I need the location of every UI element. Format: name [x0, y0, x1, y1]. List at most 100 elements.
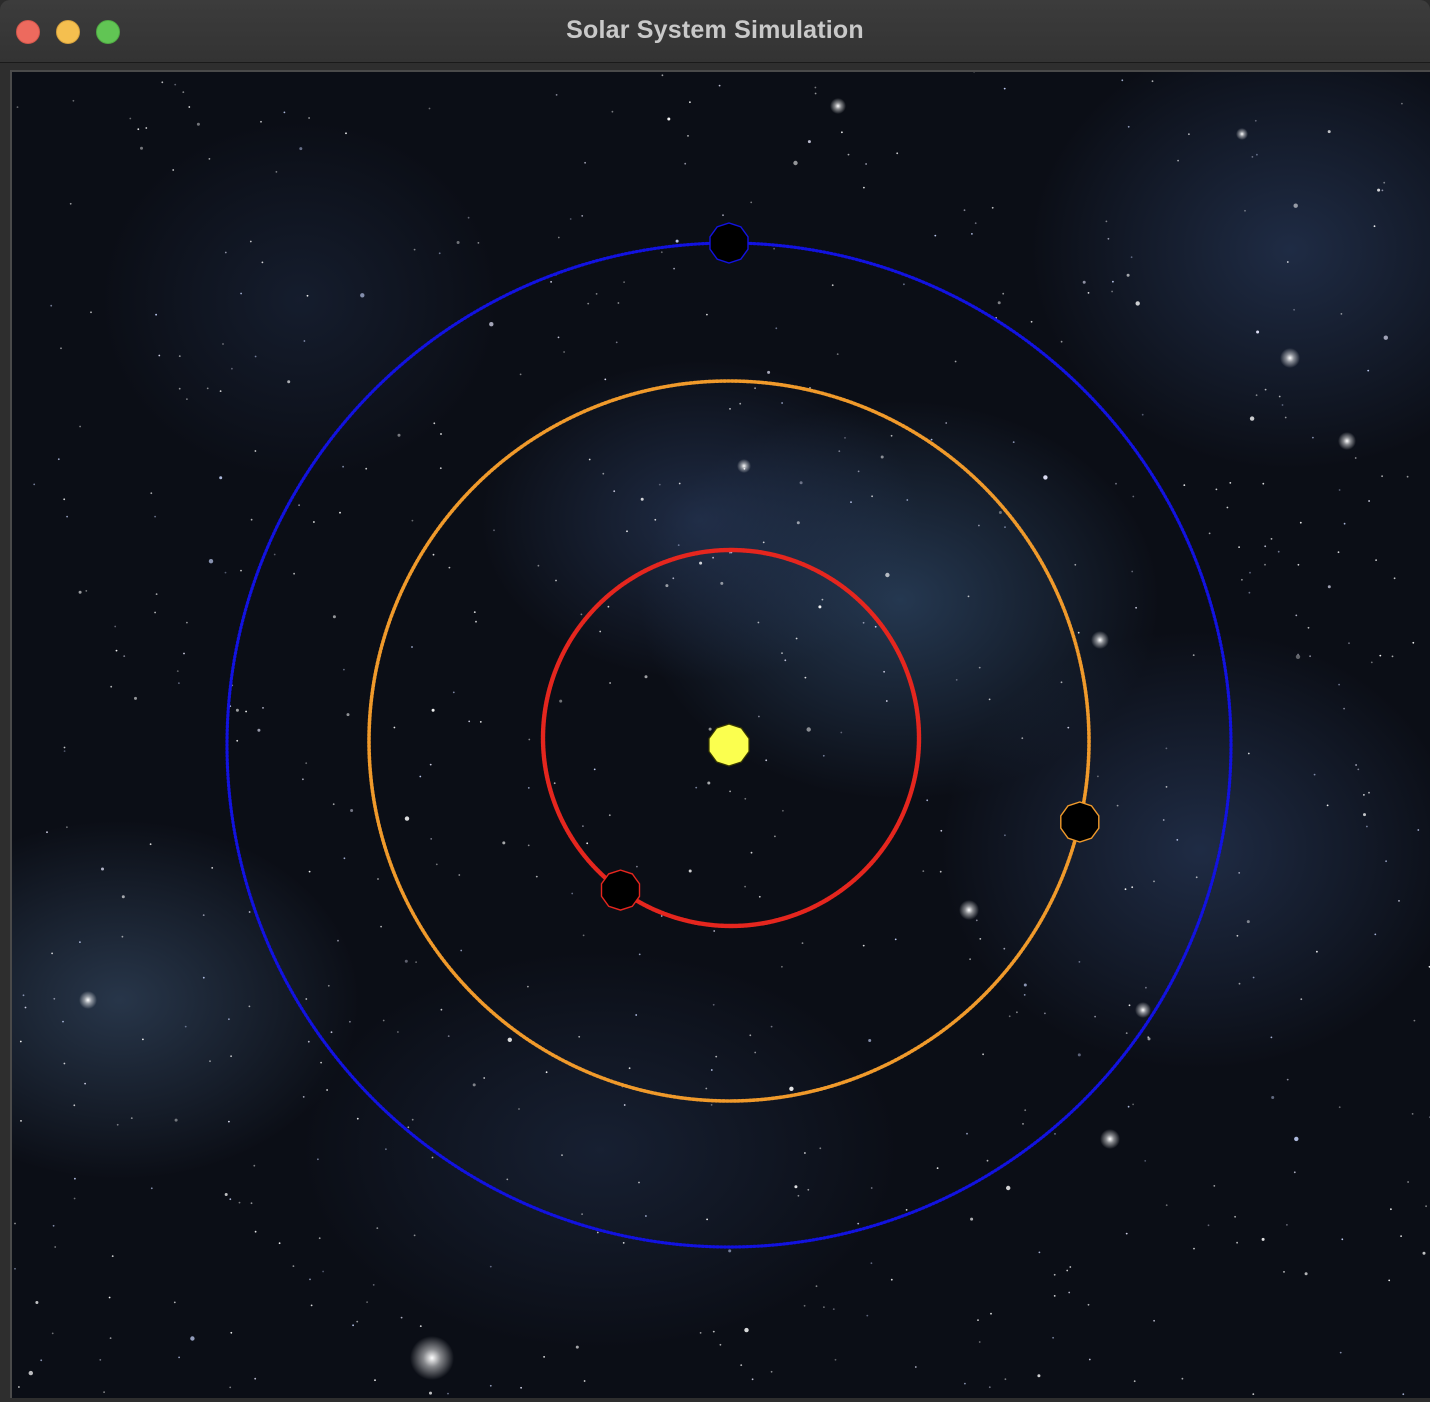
title-bar[interactable]: Solar System Simulation	[0, 0, 1430, 63]
star	[1238, 546, 1240, 548]
star	[1193, 1247, 1195, 1250]
star	[739, 402, 742, 405]
star	[1368, 500, 1370, 502]
star	[365, 467, 368, 470]
star	[986, 1159, 989, 1162]
star	[352, 1324, 354, 1327]
star	[103, 1391, 105, 1393]
star	[99, 1359, 102, 1361]
star	[607, 605, 610, 608]
star	[1131, 886, 1134, 889]
star	[66, 515, 68, 518]
star	[545, 1071, 548, 1074]
star	[1383, 181, 1386, 184]
star	[857, 1222, 860, 1225]
star	[261, 261, 264, 264]
star	[1111, 290, 1113, 293]
planet-inner[interactable]	[600, 869, 641, 911]
star	[758, 715, 760, 718]
star	[430, 838, 433, 840]
star	[1003, 87, 1006, 90]
star	[273, 553, 276, 556]
star	[475, 620, 477, 623]
star	[240, 292, 243, 295]
star	[224, 571, 227, 574]
star	[821, 598, 824, 601]
planet-middle[interactable]	[1060, 801, 1100, 843]
star	[440, 433, 442, 435]
star	[804, 676, 807, 679]
star	[360, 293, 365, 298]
star	[1262, 482, 1265, 485]
star	[1132, 1103, 1134, 1106]
star	[675, 239, 679, 243]
star	[19, 1040, 22, 1043]
star	[1385, 860, 1387, 863]
star	[750, 851, 753, 854]
star	[472, 1083, 476, 1087]
star	[894, 938, 897, 941]
star	[863, 186, 865, 189]
star	[1293, 308, 1295, 311]
star	[72, 99, 75, 102]
close-button[interactable]	[16, 20, 40, 44]
star	[1252, 976, 1255, 979]
star	[57, 458, 60, 461]
sun[interactable]	[708, 723, 750, 767]
star	[230, 1055, 233, 1058]
star	[1374, 933, 1377, 936]
star	[550, 281, 552, 283]
star	[1082, 280, 1086, 284]
star	[413, 1234, 416, 1237]
bright-star	[1100, 1129, 1120, 1149]
star	[954, 360, 957, 363]
star	[317, 1158, 319, 1161]
star	[320, 1061, 322, 1064]
star	[569, 218, 572, 220]
star	[751, 1378, 754, 1381]
star	[710, 1069, 713, 1071]
star	[343, 857, 346, 860]
bright-star	[737, 459, 751, 473]
star	[1177, 159, 1179, 162]
star	[236, 739, 239, 742]
bright-star	[1091, 631, 1109, 649]
star	[111, 1255, 114, 1257]
star	[1307, 626, 1310, 629]
star	[1255, 394, 1258, 397]
star	[1400, 1235, 1402, 1237]
maximize-button[interactable]	[96, 20, 120, 44]
star	[66, 826, 68, 829]
star	[797, 1194, 800, 1197]
star	[795, 637, 798, 640]
star	[715, 1055, 718, 1058]
star	[309, 1278, 311, 1281]
star	[35, 1301, 39, 1304]
star	[699, 561, 703, 565]
star	[1304, 1272, 1308, 1276]
star	[781, 965, 783, 968]
simulation-canvas[interactable]	[10, 70, 1430, 1398]
star	[1141, 413, 1144, 416]
star	[18, 1386, 20, 1388]
star	[1401, 102, 1403, 105]
star	[109, 1337, 112, 1339]
planet-outer[interactable]	[709, 222, 749, 264]
star	[435, 863, 438, 866]
star	[744, 885, 746, 888]
star	[178, 682, 180, 684]
star	[1088, 1358, 1091, 1361]
star	[305, 762, 308, 765]
star	[871, 495, 873, 498]
star	[1338, 489, 1341, 491]
star	[419, 775, 422, 778]
star	[677, 544, 680, 546]
star	[1127, 125, 1130, 128]
minimize-button[interactable]	[56, 20, 80, 44]
star	[231, 367, 233, 370]
star	[90, 311, 92, 314]
star	[626, 530, 628, 533]
star	[174, 1118, 178, 1122]
star	[1043, 475, 1048, 480]
star	[744, 1327, 749, 1333]
